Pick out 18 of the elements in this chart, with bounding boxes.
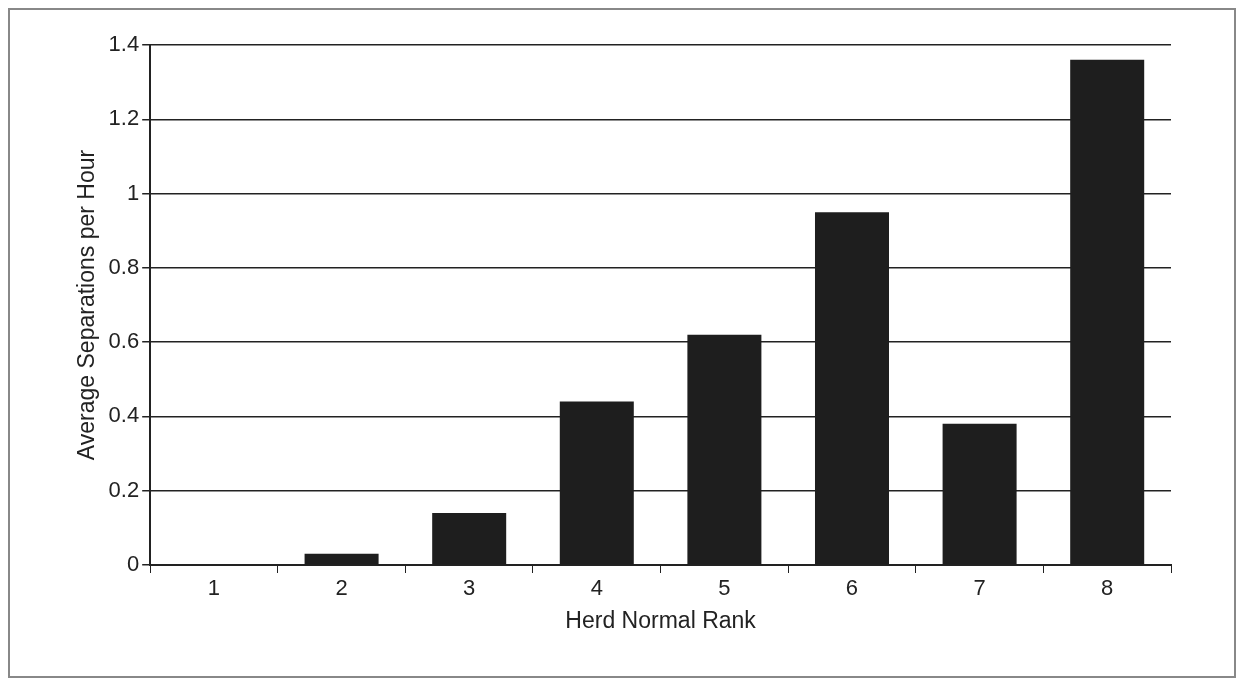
y-tick-label: 0.6: [108, 328, 140, 354]
y-tick-label: 0.2: [108, 476, 140, 502]
y-tick-label: 0.8: [108, 253, 140, 279]
y-tick-label: 1.2: [108, 105, 140, 131]
x-axis-title: Herd Normal Rank: [565, 606, 757, 633]
x-tick-label: 5: [718, 575, 731, 601]
y-axis-title: Average Separations per Hour: [73, 149, 100, 461]
y-tick-label: 0.4: [108, 402, 140, 428]
x-tick-label: 1: [207, 575, 221, 601]
x-tick-label: 7: [973, 575, 986, 601]
y-tick-label: 1.4: [108, 31, 140, 57]
x-tick-label: 2: [335, 575, 348, 601]
y-tick-label: 1: [126, 179, 140, 205]
x-tick-label: 3: [463, 575, 476, 601]
x-tick-label: 8: [1101, 575, 1114, 601]
x-tick-label: 4: [590, 575, 603, 601]
y-tick-label: 0: [126, 551, 140, 577]
x-tick-label: 6: [845, 575, 859, 601]
